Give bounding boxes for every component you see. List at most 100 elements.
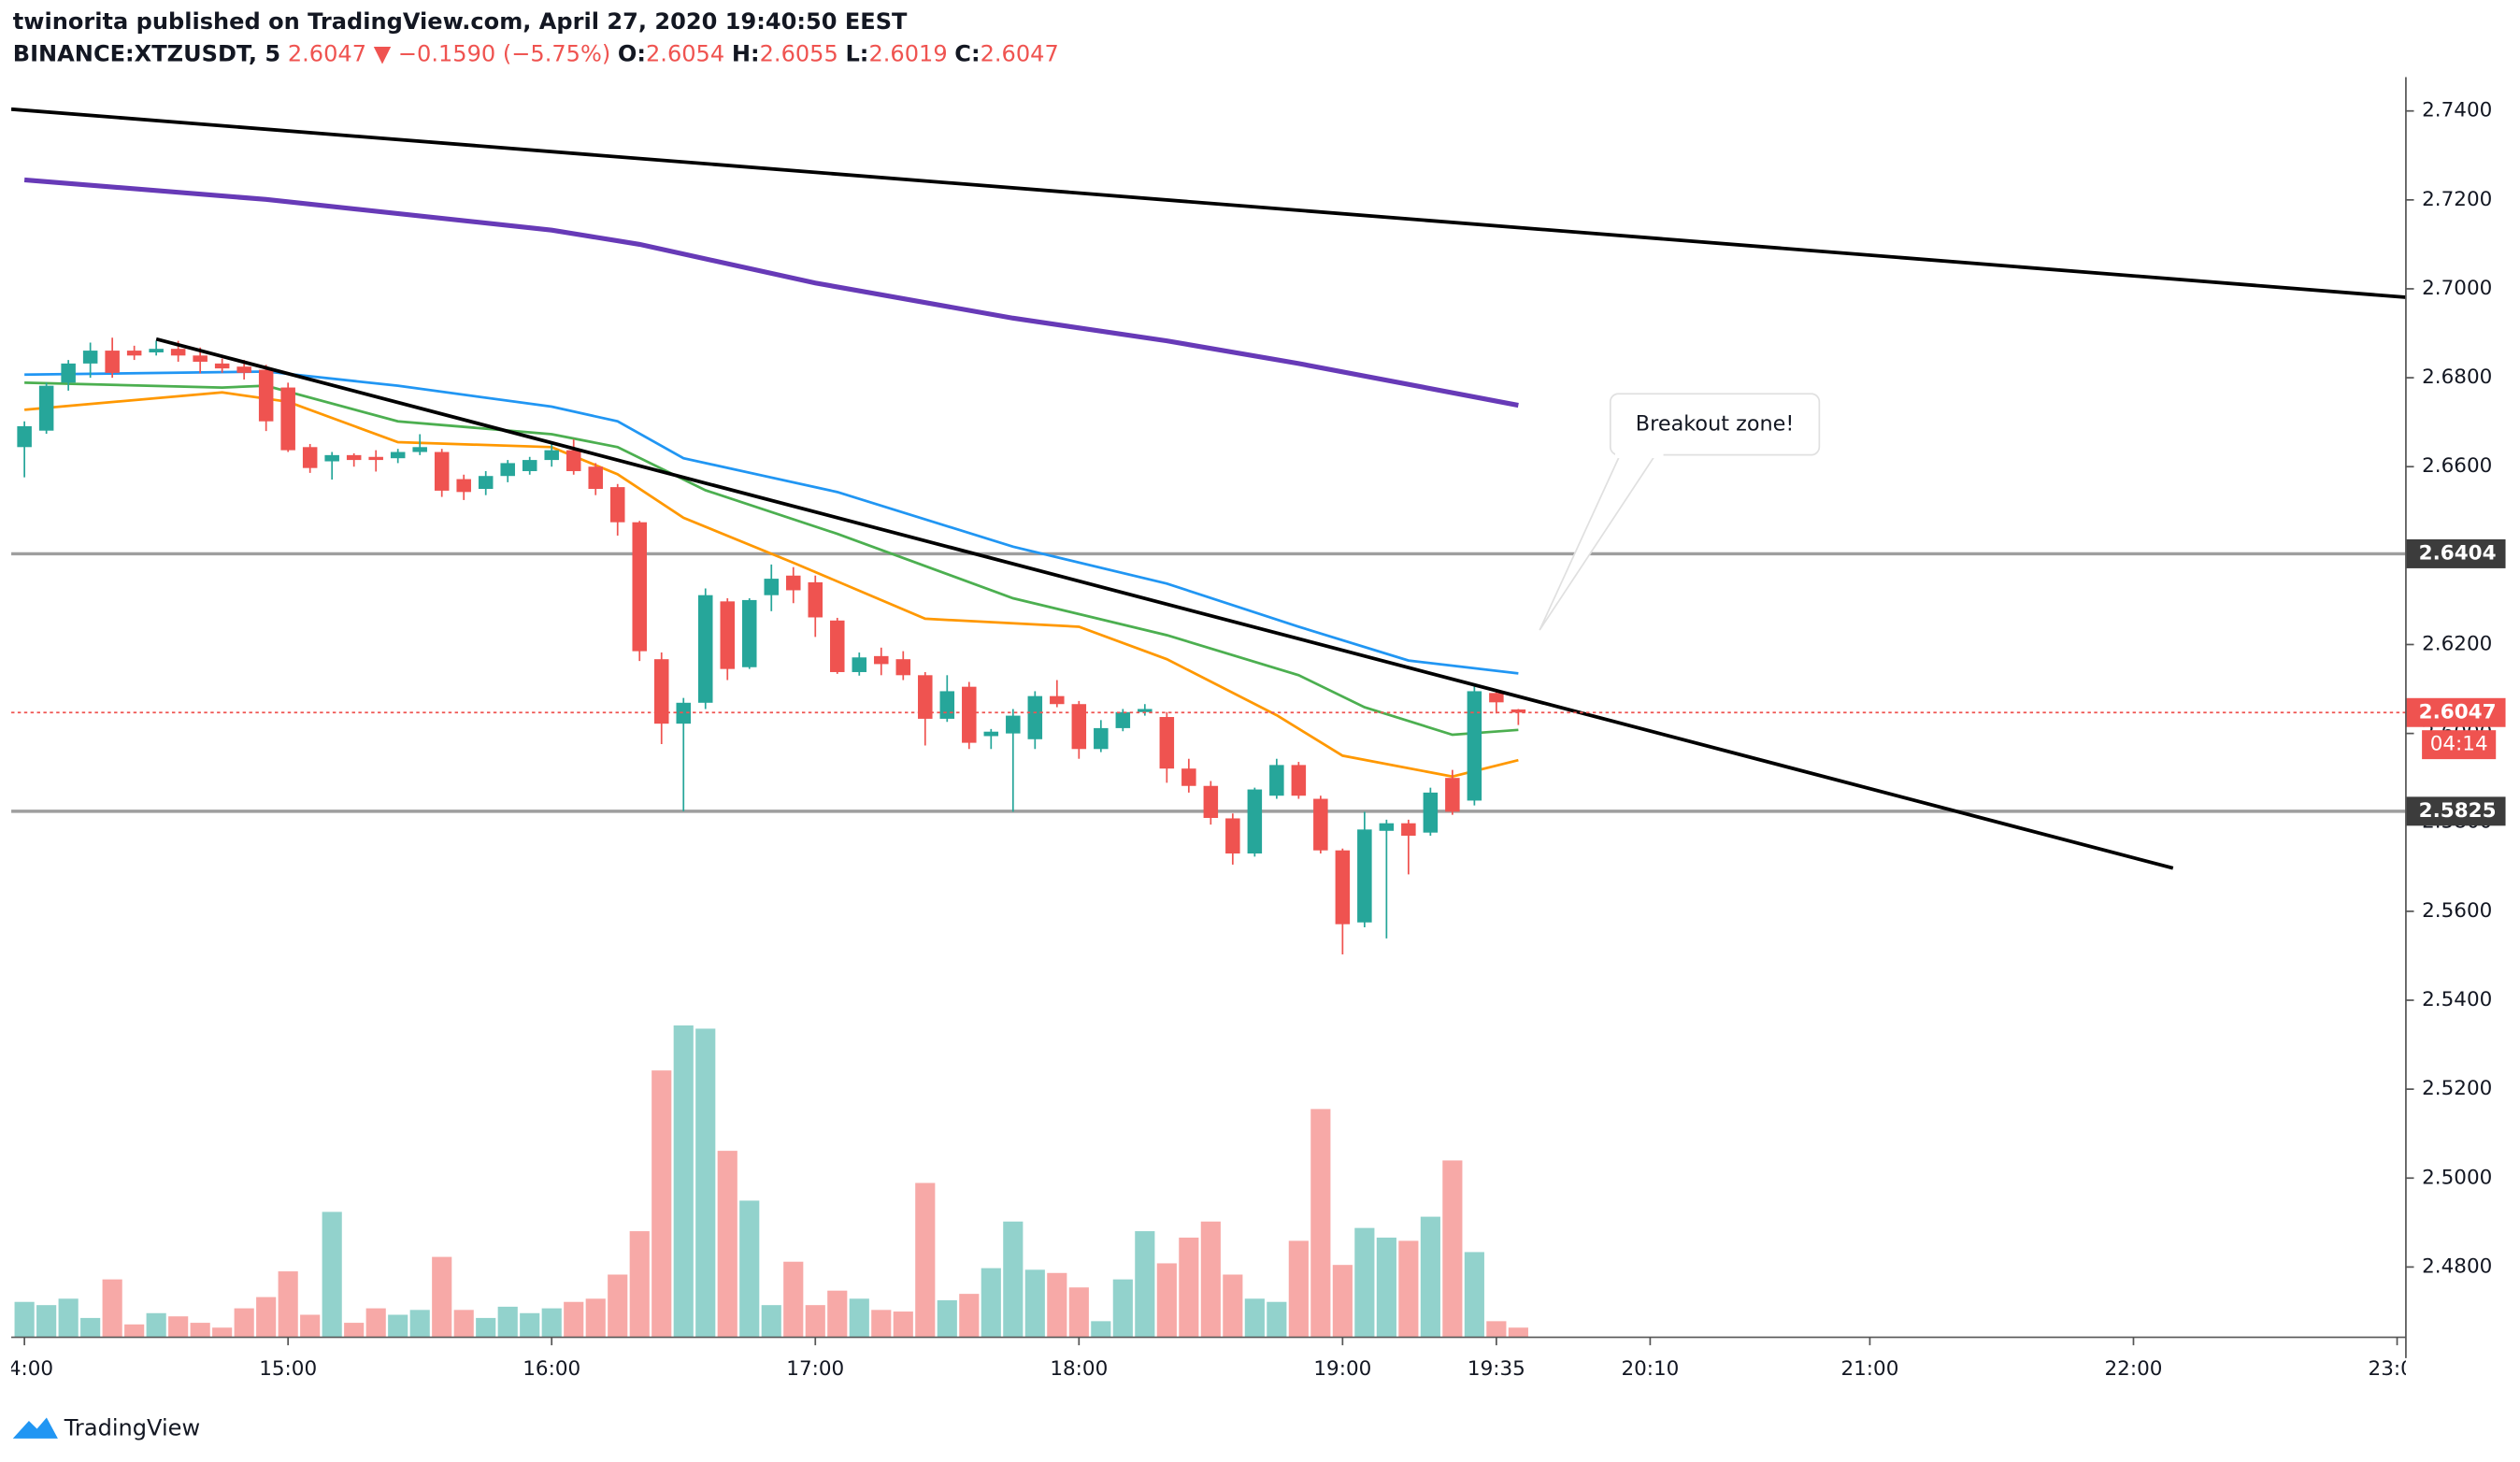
volume-bar (168, 1316, 189, 1338)
x-tick-label: 15:00 (259, 1357, 317, 1381)
volume-bar (1464, 1252, 1484, 1338)
volume-bar (695, 1028, 716, 1338)
last-price-label: 2.6047 (2419, 700, 2497, 724)
low-label: L: (845, 40, 868, 66)
moving-average (23, 177, 1519, 408)
open-value: 2.6054 (646, 40, 724, 66)
candle-body (1050, 695, 1065, 705)
high-label: H: (732, 40, 760, 66)
volume-bar (1398, 1240, 1419, 1338)
volume-bar (1112, 1279, 1133, 1338)
volume-bar (58, 1298, 79, 1338)
y-tick-label: 2.7000 (2422, 277, 2492, 300)
level-label: 2.6404 (2419, 541, 2497, 565)
trendline (11, 107, 2406, 299)
x-tick-label: 23:00 (2369, 1357, 2427, 1381)
candle-body (1313, 798, 1328, 851)
candle-body (1115, 711, 1131, 728)
volume-bar (124, 1324, 145, 1338)
logo-icon (12, 1417, 58, 1439)
y-tick-label: 2.6800 (2422, 366, 2492, 389)
volume-bar (1068, 1287, 1089, 1338)
volume-bar (1135, 1231, 1155, 1338)
volume-bar (344, 1323, 365, 1338)
volume-bar (409, 1310, 430, 1338)
volume-bar (1267, 1301, 1287, 1338)
candle-body (566, 450, 581, 471)
y-tick-label: 2.7200 (2422, 188, 2492, 211)
volume-bar (1156, 1263, 1177, 1338)
candle-body (764, 579, 780, 595)
volume-bar (1091, 1321, 1111, 1338)
candle-body (1291, 765, 1307, 796)
candle-body (697, 595, 713, 703)
x-tick-label: 20:10 (1621, 1357, 1679, 1381)
volume-bar (1200, 1221, 1221, 1338)
y-tick-label: 2.7400 (2422, 99, 2492, 122)
volume-bar (1244, 1298, 1265, 1338)
callout-pointer (1539, 453, 1657, 631)
y-tick-label: 2.6200 (2422, 632, 2492, 655)
volume-bar (80, 1317, 101, 1338)
callout: Breakout zone! (1539, 393, 1821, 631)
volume-bar (783, 1261, 804, 1338)
candle-body (1379, 823, 1395, 831)
volume-bar (146, 1312, 166, 1338)
volume-bar (937, 1300, 957, 1338)
candle-body (632, 522, 647, 652)
high-value: 2.6055 (760, 40, 838, 66)
candle-body (918, 675, 933, 719)
candle-body (1094, 727, 1109, 750)
x-tick-label: 19:35 (1468, 1357, 1525, 1381)
volume-bar (365, 1308, 386, 1338)
x-tick-label: 22:00 (2105, 1357, 2163, 1381)
callout-box (1609, 393, 1821, 456)
candle-body (676, 702, 692, 724)
volume-bar (981, 1268, 1001, 1338)
volume-bar (453, 1310, 474, 1338)
candle-body (1225, 818, 1240, 854)
candle-body (522, 460, 537, 471)
candle-body (368, 456, 383, 461)
volume-bar (915, 1182, 936, 1338)
candle-body (808, 581, 823, 618)
candle-body (324, 454, 339, 462)
candle-body (105, 351, 120, 373)
volume-bar (629, 1231, 650, 1338)
volume-bar (761, 1305, 781, 1338)
y-axis: 2.48002.50002.52002.54002.56002.58002.60… (2405, 99, 2506, 1278)
candle-body (962, 686, 977, 743)
candle-body (434, 452, 450, 491)
candle-body (500, 463, 515, 477)
low-value: 2.6019 (868, 40, 947, 66)
volume-bar (36, 1305, 57, 1338)
candle-body (236, 366, 251, 373)
candle-body (1445, 778, 1460, 812)
brand: TradingView (64, 1415, 200, 1441)
candle-body (1027, 695, 1043, 739)
candle-body (1357, 829, 1372, 923)
volume-bar (651, 1070, 672, 1338)
candle-body (302, 447, 318, 468)
volume-bar (322, 1211, 342, 1338)
volume-bar (1223, 1274, 1243, 1338)
volume-bar (585, 1298, 606, 1338)
y-tick-label: 2.5600 (2422, 899, 2492, 923)
volume-bar (102, 1279, 122, 1338)
volume-bar (871, 1310, 892, 1338)
candle-body (1335, 850, 1351, 924)
moving-average (24, 370, 1519, 675)
x-tick-label: 18:00 (1050, 1357, 1108, 1381)
candle-body (478, 476, 494, 490)
change: −0.1590 (−5.75%) (398, 40, 610, 66)
author-line: twinorita published on TradingView.com, … (13, 8, 908, 35)
candle-body (82, 351, 98, 364)
volume-bar (1442, 1160, 1463, 1338)
candle-body (214, 363, 230, 369)
plot-area (11, 107, 2406, 1338)
candle-body (412, 447, 427, 452)
volume-bar (1332, 1265, 1353, 1338)
volume-bar (739, 1200, 760, 1338)
close-label: C: (954, 40, 980, 66)
candle-body (1247, 789, 1263, 854)
